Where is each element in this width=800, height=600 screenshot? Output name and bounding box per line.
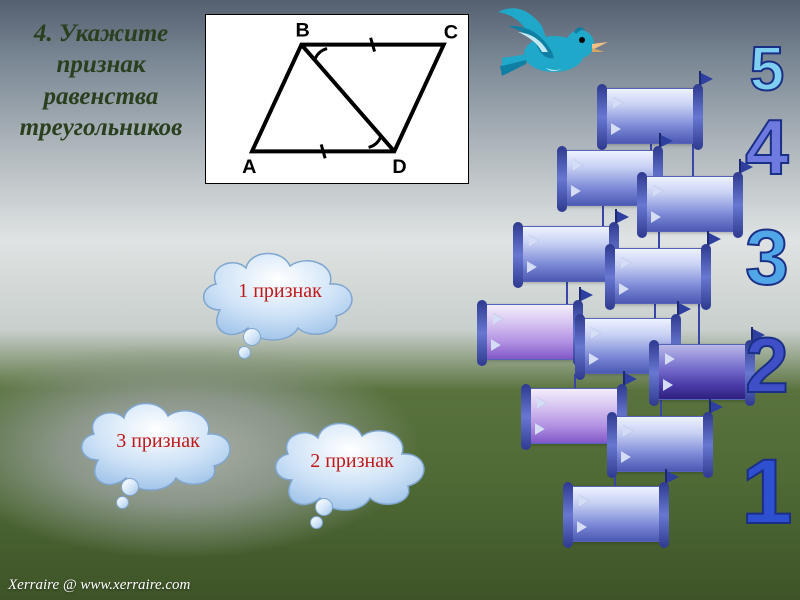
play-icon xyxy=(665,353,675,365)
scroll-item[interactable] xyxy=(482,304,578,360)
play-icon xyxy=(571,185,581,197)
tick-bc xyxy=(371,38,375,52)
flag-icon xyxy=(665,469,681,491)
level-number-4: 4 xyxy=(738,102,794,193)
scroll-item[interactable] xyxy=(518,226,614,282)
play-icon xyxy=(537,397,547,409)
play-icon xyxy=(619,283,629,295)
play-icon xyxy=(621,257,631,269)
vertex-c: C xyxy=(444,22,458,44)
flag-icon xyxy=(659,133,675,155)
play-icon xyxy=(623,425,633,437)
play-icon xyxy=(535,423,545,435)
play-icon xyxy=(653,185,663,197)
scroll-tree xyxy=(482,88,742,568)
flag-icon xyxy=(579,287,595,309)
level-number-5: 5 xyxy=(738,34,794,105)
thought-bubbles-icon xyxy=(116,478,146,512)
thought-bubbles-icon xyxy=(310,498,340,532)
play-icon xyxy=(529,235,539,247)
diagonal-bd xyxy=(301,45,394,152)
play-icon xyxy=(663,379,673,391)
level-number-2: 2 xyxy=(738,320,794,411)
play-icon xyxy=(573,159,583,171)
tick-ad xyxy=(321,144,325,158)
question-text: 4. Укажите признак равенства треугольник… xyxy=(6,18,196,143)
flag-icon xyxy=(709,399,725,421)
answer-label: 1 признак xyxy=(190,280,370,303)
level-number-1: 1 xyxy=(738,440,794,545)
vertex-d: D xyxy=(392,156,406,178)
watermark-text: Xerraire @ www.xerraire.com xyxy=(8,577,190,594)
connector xyxy=(698,304,700,348)
thought-bubbles-icon xyxy=(238,328,268,362)
answer-ans2[interactable]: 2 признак xyxy=(262,410,442,520)
play-icon xyxy=(577,521,587,533)
play-icon xyxy=(579,495,589,507)
angle-arc-b xyxy=(315,49,327,59)
level-number-3: 3 xyxy=(738,212,794,303)
scroll-item[interactable] xyxy=(654,344,750,400)
vertex-b: B xyxy=(295,20,309,42)
flag-icon xyxy=(707,231,723,253)
bird-icon xyxy=(492,6,612,96)
answer-ans1[interactable]: 1 признак xyxy=(190,240,370,350)
answer-label: 2 признак xyxy=(262,450,442,473)
play-icon xyxy=(491,339,501,351)
flag-icon xyxy=(623,371,639,393)
play-icon xyxy=(493,313,503,325)
scroll-item[interactable] xyxy=(642,176,738,232)
scroll-item[interactable] xyxy=(568,486,664,542)
scroll-item[interactable] xyxy=(610,248,706,304)
play-icon xyxy=(651,211,661,223)
flag-icon xyxy=(699,71,715,93)
connector xyxy=(692,144,694,180)
flag-icon xyxy=(615,209,631,231)
scroll-item[interactable] xyxy=(602,88,698,144)
play-icon xyxy=(621,451,631,463)
play-icon xyxy=(527,261,537,273)
angle-arc-d xyxy=(369,138,381,148)
answer-label: 3 признак xyxy=(68,430,248,453)
scroll-item[interactable] xyxy=(612,416,708,472)
flag-icon xyxy=(677,301,693,323)
play-icon xyxy=(591,327,601,339)
play-icon xyxy=(611,123,621,135)
answer-ans3[interactable]: 3 признак xyxy=(68,390,248,500)
play-icon xyxy=(613,97,623,109)
triangle-diagram: B C A D xyxy=(205,14,469,184)
vertex-a: A xyxy=(242,156,256,178)
play-icon xyxy=(589,353,599,365)
